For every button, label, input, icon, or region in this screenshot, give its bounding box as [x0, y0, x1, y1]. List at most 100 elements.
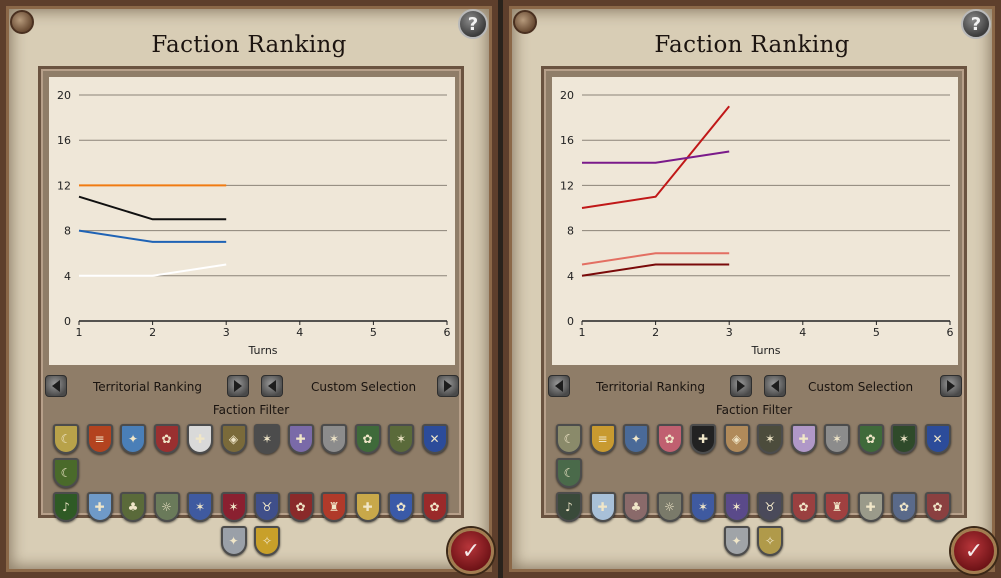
faction-shield-sun[interactable]: ☼ [656, 492, 683, 522]
selection-next-button[interactable] [940, 375, 962, 397]
faction-shield-dragon-red[interactable]: ✶ [388, 424, 414, 454]
ranking-next-button[interactable] [730, 375, 752, 397]
faction-emblem-icon: ◈ [731, 432, 742, 446]
y-tick-label: 0 [567, 315, 574, 328]
faction-emblem-icon: ☼ [664, 500, 675, 514]
x-tick-label: 6 [947, 326, 954, 339]
y-tick-label: 16 [560, 134, 574, 147]
faction-shield-saltire[interactable]: ✕ [924, 424, 951, 454]
faction-shield-castle[interactable]: ♜ [824, 492, 850, 522]
y-tick-label: 8 [567, 225, 574, 238]
faction-filter-label: Faction Filter [212, 403, 290, 417]
faction-shield-shield[interactable]: ◈ [723, 424, 750, 454]
faction-shield-cross-gold[interactable]: ✚ [354, 492, 381, 522]
selection-prev-button[interactable] [764, 375, 786, 397]
faction-shield-tree[interactable]: ♣ [623, 492, 649, 522]
faction-shield-cross-blue[interactable]: ✚ [86, 492, 113, 522]
checkmark-icon: ✓ [461, 538, 481, 564]
faction-emblem-icon: ♜ [831, 500, 843, 514]
faction-shield-crescent[interactable]: ☾ [556, 424, 582, 454]
faction-shield-fleur[interactable]: ✦ [120, 424, 146, 454]
faction-shield-horns[interactable]: ♉ [254, 492, 280, 522]
faction-emblem-icon: ♜ [328, 500, 340, 514]
ranking-next-button[interactable] [227, 375, 249, 397]
x-tick-label: 4 [296, 326, 303, 339]
selection-prev-button[interactable] [261, 375, 283, 397]
y-tick-label: 12 [57, 179, 71, 192]
faction-shield-dragon-red[interactable]: ✶ [891, 424, 917, 454]
faction-shield-lion-blue[interactable]: ✿ [891, 492, 917, 522]
faction-shield-dragon[interactable]: ✿ [656, 424, 683, 454]
faction-shield-dragon[interactable]: ✿ [153, 424, 180, 454]
faction-filter-label: Faction Filter [715, 403, 793, 417]
faction-shield-eagle-red[interactable]: ✶ [723, 492, 750, 522]
faction-shield-fleur[interactable]: ✦ [623, 424, 649, 454]
x-tick-label: 3 [726, 326, 733, 339]
faction-shield-cross-purple[interactable]: ✚ [287, 424, 314, 454]
faction-shield-eagle-grey[interactable]: ✶ [321, 424, 347, 454]
confirm-button[interactable]: ✓ [951, 528, 997, 574]
faction-shield-star[interactable]: ✦ [723, 526, 750, 556]
faction-shield-tree[interactable]: ♣ [120, 492, 146, 522]
faction-shield-crescent-green[interactable]: ☾ [556, 458, 582, 488]
faction-shield-lion-red[interactable]: ✿ [421, 492, 448, 522]
faction-emblem-icon: ♣ [630, 500, 642, 514]
faction-ranking-panel-right: ? Faction Ranking 0 4 8 12 16 20 1 2 3 4 5 6 Turns T… [503, 0, 1001, 578]
faction-shield-eagle-blue[interactable]: ✶ [690, 492, 716, 522]
faction-shield-eagle-red[interactable]: ✶ [220, 492, 247, 522]
faction-shield-crescent[interactable]: ☾ [53, 424, 79, 454]
x-tick-label: 2 [149, 326, 156, 339]
faction-shield-eagle-grey[interactable]: ✶ [824, 424, 850, 454]
faction-shield-sun[interactable]: ☼ [153, 492, 180, 522]
faction-shield-lion-red[interactable]: ✿ [924, 492, 951, 522]
x-tick-label: 5 [370, 326, 377, 339]
faction-shield-rose[interactable]: ✿ [287, 492, 314, 522]
help-button[interactable]: ? [458, 9, 488, 39]
faction-shield-cross-blue[interactable]: ✚ [589, 492, 616, 522]
faction-shield-shield[interactable]: ◈ [220, 424, 247, 454]
faction-shield-dove[interactable]: ✧ [757, 526, 783, 556]
faction-emblem-icon: ♉ [764, 500, 776, 514]
faction-shield-lion-green[interactable]: ✿ [354, 424, 381, 454]
selection-next-button[interactable] [437, 375, 459, 397]
selection-mode-label: Custom Selection [808, 380, 914, 394]
faction-shield-harp[interactable]: ♪ [53, 492, 79, 522]
faction-emblem-icon: ✚ [697, 432, 709, 446]
faction-shield-crescent-green[interactable]: ☾ [53, 458, 79, 488]
faction-shield-cross[interactable]: ✚ [187, 424, 213, 454]
faction-shield-horns[interactable]: ♉ [757, 492, 783, 522]
checkmark-icon: ✓ [964, 538, 984, 564]
faction-shield-cross[interactable]: ✚ [690, 424, 716, 454]
faction-shield-lion-blue[interactable]: ✿ [388, 492, 414, 522]
confirm-button[interactable]: ✓ [448, 528, 494, 574]
ranking-prev-button[interactable] [548, 375, 570, 397]
faction-shield-star[interactable]: ✦ [220, 526, 247, 556]
faction-shield-rose[interactable]: ✿ [790, 492, 817, 522]
faction-shield-lions[interactable]: ≡ [86, 424, 113, 454]
ranking-mode-label: Territorial Ranking [596, 380, 706, 394]
faction-emblem-icon: ✶ [898, 432, 910, 446]
faction-shield-lions[interactable]: ≡ [589, 424, 616, 454]
faction-shield-dove[interactable]: ✧ [254, 526, 280, 556]
faction-shield-eagle-blue[interactable]: ✶ [187, 492, 213, 522]
faction-shield-eagle[interactable]: ✶ [254, 424, 280, 454]
x-tick-label: 6 [444, 326, 451, 339]
faction-shield-eagle[interactable]: ✶ [757, 424, 783, 454]
faction-shield-cross-gold[interactable]: ✚ [857, 492, 884, 522]
faction-shield-harp[interactable]: ♪ [556, 492, 582, 522]
faction-emblem-icon: ✿ [932, 500, 943, 514]
faction-shield-castle[interactable]: ♜ [321, 492, 347, 522]
faction-shield-lion-green[interactable]: ✿ [857, 424, 884, 454]
help-button[interactable]: ? [961, 9, 991, 39]
corner-ornament [10, 10, 34, 34]
faction-emblem-icon: ✕ [429, 432, 440, 446]
selection-mode-label: Custom Selection [311, 380, 417, 394]
faction-emblem-icon: ♪ [62, 500, 70, 514]
faction-emblem-icon: ✧ [764, 534, 776, 548]
faction-shield-saltire[interactable]: ✕ [421, 424, 448, 454]
faction-emblem-icon: ✶ [261, 432, 273, 446]
y-tick-label: 4 [64, 270, 71, 283]
ranking-prev-button[interactable] [45, 375, 67, 397]
faction-shield-cross-purple[interactable]: ✚ [790, 424, 817, 454]
faction-emblem-icon: ☾ [60, 466, 72, 480]
